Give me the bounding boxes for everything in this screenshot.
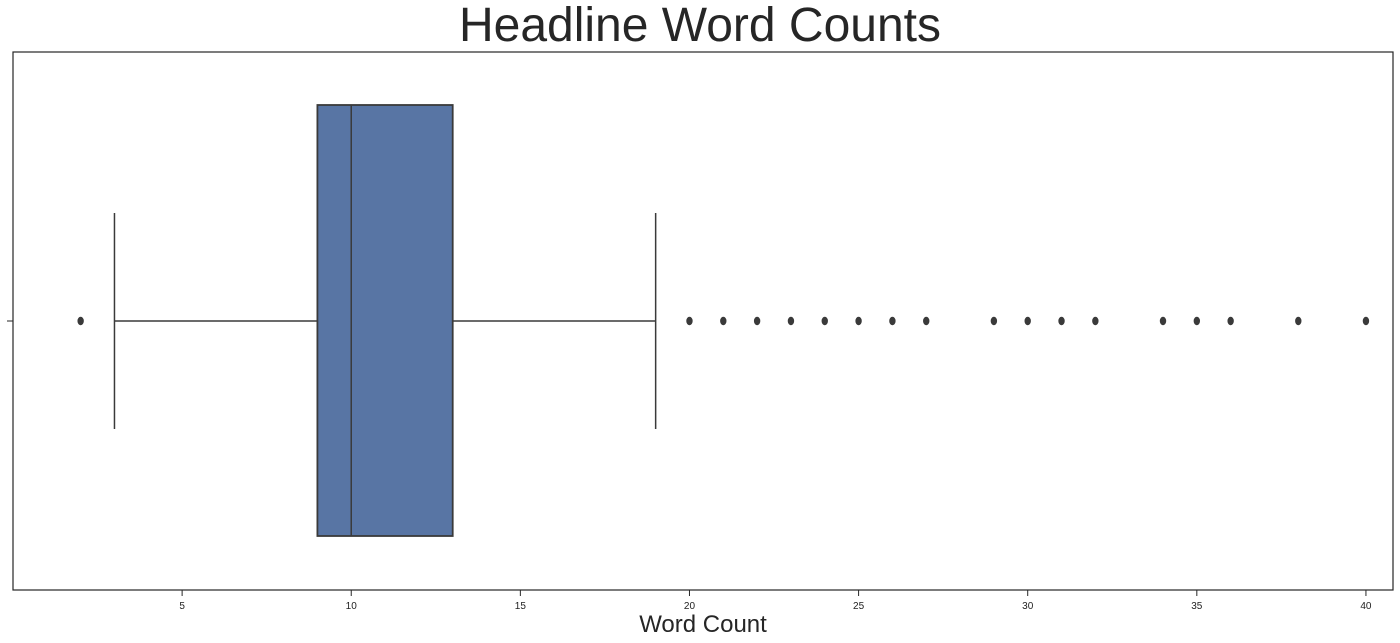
outlier-point (990, 316, 998, 326)
outlier-point (1092, 316, 1099, 326)
outliers-group (77, 316, 1370, 326)
x-tick-label: 15 (515, 601, 527, 612)
outlier-point (1193, 316, 1201, 326)
x-tick-label: 5 (179, 601, 185, 612)
outlier-point (720, 316, 727, 326)
outlier-point (787, 316, 795, 326)
outlier-point (1058, 316, 1065, 326)
x-tick-label: 30 (1022, 601, 1034, 612)
outlier-point (1362, 316, 1370, 326)
x-tick-label: 35 (1191, 601, 1203, 612)
x-axis-label: Word Count (639, 611, 767, 638)
x-tick-label: 10 (346, 601, 358, 612)
outlier-point (923, 316, 930, 326)
whiskers-group (113, 213, 657, 429)
outlier-point (1159, 316, 1167, 326)
outlier-point (1024, 316, 1031, 326)
outlier-point (889, 316, 896, 326)
outlier-point (77, 316, 84, 326)
x-tick-label: 20 (684, 601, 696, 612)
chart-title: Headline Word Counts (458, 0, 942, 52)
x-tick-label: 25 (853, 601, 865, 612)
outlier-point (753, 316, 761, 326)
x-tick-label: 40 (1360, 601, 1372, 612)
box-group (316, 104, 454, 537)
outlier-point (686, 316, 693, 326)
x-axis-ticks: 5 10 15 20 25 30 35 40 (179, 590, 1372, 612)
outlier-point (1227, 316, 1234, 326)
iqr-box (316, 104, 454, 537)
outlier-point (855, 316, 862, 326)
outlier-point (1295, 316, 1302, 326)
outlier-point (821, 316, 828, 326)
